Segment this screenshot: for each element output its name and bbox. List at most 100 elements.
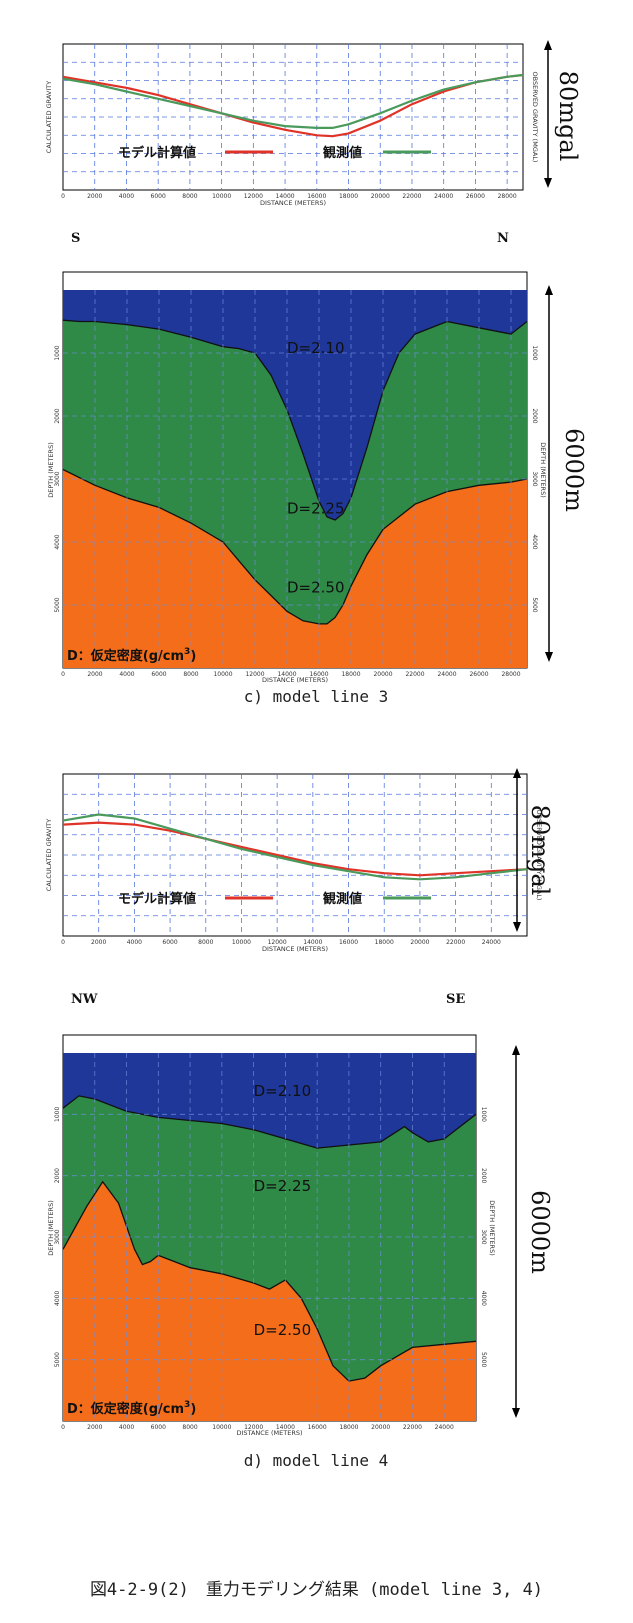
model-line-4-boundary-upper bbox=[62, 1095, 477, 1149]
model-line-3-section-chart: 0 2000 4000 6000 8000 10000 12000 14000 16000 180… bbox=[47, 271, 547, 684]
model-line-3-section-range-arrow-head-top bbox=[545, 285, 553, 295]
model-line-4-section-xtick: 2000 bbox=[87, 1424, 102, 1431]
model-line-3-section-xtick: 24000 bbox=[437, 671, 456, 678]
model-line-3-section-ytick-right: 5000 bbox=[531, 597, 538, 612]
model-line-4-section-xtick: 6000 bbox=[151, 1424, 166, 1431]
model-line-4-section-ylabel-right: DEPTH (METERS) bbox=[488, 1200, 496, 1255]
model-line-4-gravity-xtick: 14000 bbox=[303, 939, 322, 946]
model-line-3-section-xtick: 22000 bbox=[405, 671, 424, 678]
model-line-3-gravity-xtick: 8000 bbox=[182, 193, 197, 200]
model-line-4-density-note-close: ) bbox=[190, 1402, 196, 1417]
model-line-4-section-ytick-right: 1000 bbox=[480, 1107, 487, 1122]
model-line-3-gravity-xtick: 16000 bbox=[307, 193, 326, 200]
model-line-4-section-range-arrow-head-bottom bbox=[512, 1408, 520, 1418]
model-line-3-section-ylabel-left: DEPTH (METERS) bbox=[47, 442, 55, 497]
model-line-3-gravity-xtick: 4000 bbox=[119, 193, 134, 200]
model-line-3-layer-label-2: D=2.50 bbox=[287, 578, 345, 596]
model-line-3-section-xtick: 28000 bbox=[501, 671, 520, 678]
model-line-4-gravity-ylabel-left: CALCULATED GRAVITY bbox=[45, 819, 53, 891]
model-line-4-section-range-arrow bbox=[512, 1045, 520, 1418]
figure-caption: 図4-2-9(2) 重力モデリング結果 (model line 3, 4) bbox=[89, 1580, 544, 1600]
model-line-3-gravity-xtick: 26000 bbox=[466, 193, 485, 200]
model-line-3-legend-observed-label: 観測値 bbox=[322, 145, 362, 161]
model-line-3-section-ytick-right: 2000 bbox=[531, 408, 538, 423]
model-line-3-section-xtick: 18000 bbox=[341, 671, 360, 678]
model-line-3-gravity-ylabel-right: OBSERVED GRAVITY (MGAL) bbox=[531, 72, 539, 163]
model-line-3-gravity-xtick: 6000 bbox=[151, 193, 166, 200]
model-line-4-section-xtick: 14000 bbox=[276, 1424, 295, 1431]
model-line-4-gravity-xtick: 2000 bbox=[91, 939, 106, 946]
model-line-3-section-ytick-left: 2000 bbox=[54, 408, 61, 423]
model-line-3-section-range-arrow-head-bottom bbox=[545, 652, 553, 662]
model-line-4-gravity-xtick: 4000 bbox=[127, 939, 142, 946]
model-line-4-section-xtick: 22000 bbox=[403, 1424, 422, 1431]
model-line-3-series-calculated bbox=[62, 73, 524, 138]
model-line-3-gravity-chart: 0 2000 4000 6000 8000 10000 12000 14000 16000 180… bbox=[45, 43, 539, 207]
model-line-4-section-xtick: 24000 bbox=[435, 1424, 454, 1431]
model-line-4-gravity-ylabel-right: OBSERVED GRAVITY (MGAL) bbox=[535, 810, 543, 901]
model-line-4-layer-label-2: D=2.50 bbox=[254, 1321, 312, 1339]
model-line-4-direction-left: NW bbox=[71, 992, 98, 1007]
model-line-3-section-ytick-right: 1000 bbox=[531, 345, 538, 360]
model-line-3-layer-label-0: D=2.10 bbox=[287, 339, 345, 357]
model-line-3-direction-left: S bbox=[71, 231, 80, 246]
model-line-3-legend-calculated-label: モデル計算値 bbox=[118, 145, 196, 161]
model-line-3-caption: c) model line 3 bbox=[244, 687, 389, 706]
model-line-4-section-range-arrow-head-top bbox=[512, 1045, 520, 1055]
model-line-4-section-xtick: 16000 bbox=[308, 1424, 327, 1431]
model-line-3-gravity-range-arrow-head-top bbox=[544, 40, 552, 50]
model-line-3-section-xtick: 12000 bbox=[245, 671, 264, 678]
model-line-4-gravity-xtick: 10000 bbox=[232, 939, 251, 946]
model-line-4-section-xtick: 20000 bbox=[371, 1424, 390, 1431]
model-line-4-section-ytick-left: 1000 bbox=[54, 1107, 61, 1122]
model-line-3-section-range-label: 6000m bbox=[560, 428, 588, 512]
model-line-3-section-xtick: 0 bbox=[61, 671, 65, 678]
model-line-3-section-ylabel-right: DEPTH (METERS) bbox=[539, 442, 547, 497]
model-line-3-gravity-range-label: 80mgal bbox=[554, 71, 582, 162]
model-line-4-layer-lower bbox=[63, 1181, 476, 1421]
model-line-4-section-ytick-right: 5000 bbox=[480, 1352, 487, 1367]
model-line-4-gravity-range-label: 80mgal bbox=[526, 805, 554, 896]
model-line-4-section-ytick-left: 2000 bbox=[54, 1168, 61, 1183]
model-line-4-series-observed bbox=[62, 813, 528, 881]
model-line-3-section-ytick-right: 4000 bbox=[531, 534, 538, 549]
model-line-4-gravity-range-arrow-head-bottom bbox=[513, 922, 521, 932]
model-line-4-section-ylabel-left: DEPTH (METERS) bbox=[47, 1200, 55, 1255]
model-line-4-section-ytick-right: 2000 bbox=[480, 1168, 487, 1183]
model-line-3-layer-label-1: D=2.25 bbox=[287, 500, 345, 518]
model-line-3-density-note: D：仮定密度(g/cm3) bbox=[67, 647, 196, 664]
model-line-3-layer-lower bbox=[63, 469, 527, 668]
model-line-3-gravity-xtick: 24000 bbox=[434, 193, 453, 200]
model-line-4-legend-observed-label: 観測値 bbox=[322, 891, 362, 907]
model-line-4-section-ytick-right: 3000 bbox=[480, 1229, 487, 1244]
model-line-3-section-ytick-left: 3000 bbox=[54, 471, 61, 486]
model-line-3-section-xtick: 6000 bbox=[151, 671, 166, 678]
model-line-3-gravity-xlabel: DISTANCE (METERS) bbox=[260, 199, 326, 207]
model-line-4-layer-label-0: D=2.10 bbox=[254, 1082, 312, 1100]
model-line-4-density-note-sup: 3 bbox=[184, 1400, 190, 1410]
model-line-3-section-ytick-right: 3000 bbox=[531, 471, 538, 486]
model-line-4-gravity-range-arrow-head-top bbox=[513, 768, 521, 778]
model-line-3-gravity-range-arrow-head-bottom bbox=[544, 178, 552, 188]
model-line-4-gravity-xtick: 16000 bbox=[339, 939, 358, 946]
model-line-3-gravity-xtick: 28000 bbox=[498, 193, 517, 200]
model-line-4-gravity-xtick: 0 bbox=[61, 939, 65, 946]
model-line-4-section-ytick-left: 3000 bbox=[54, 1229, 61, 1244]
model-line-4-gravity-xtick: 22000 bbox=[446, 939, 465, 946]
model-line-4-gravity-xtick: 20000 bbox=[410, 939, 429, 946]
model-line-3-gravity-xtick: 22000 bbox=[402, 193, 421, 200]
model-line-3-series-observed bbox=[62, 73, 524, 129]
model-line-3-direction-right: N bbox=[497, 231, 509, 246]
model-line-3-section-xtick: 16000 bbox=[309, 671, 328, 678]
model-line-4-section-xlabel: DISTANCE (METERS) bbox=[236, 1429, 302, 1437]
model-line-4-section-xtick: 0 bbox=[61, 1424, 65, 1431]
model-line-3-gravity-xtick: 18000 bbox=[339, 193, 358, 200]
model-line-3-gravity-ylabel-left: CALCULATED GRAVITY bbox=[45, 81, 53, 153]
model-line-4-gravity-chart: 0 2000 4000 6000 8000 10000 12000 14000 16000 180… bbox=[45, 773, 543, 953]
model-line-3-section-xtick: 8000 bbox=[183, 671, 198, 678]
model-line-4-gravity-xtick: 6000 bbox=[162, 939, 177, 946]
model-line-4-density-note: D：仮定密度(g/cm3) bbox=[67, 1400, 196, 1417]
model-line-3-section-ytick-left: 4000 bbox=[54, 534, 61, 549]
model-line-4-gravity-xtick: 18000 bbox=[375, 939, 394, 946]
